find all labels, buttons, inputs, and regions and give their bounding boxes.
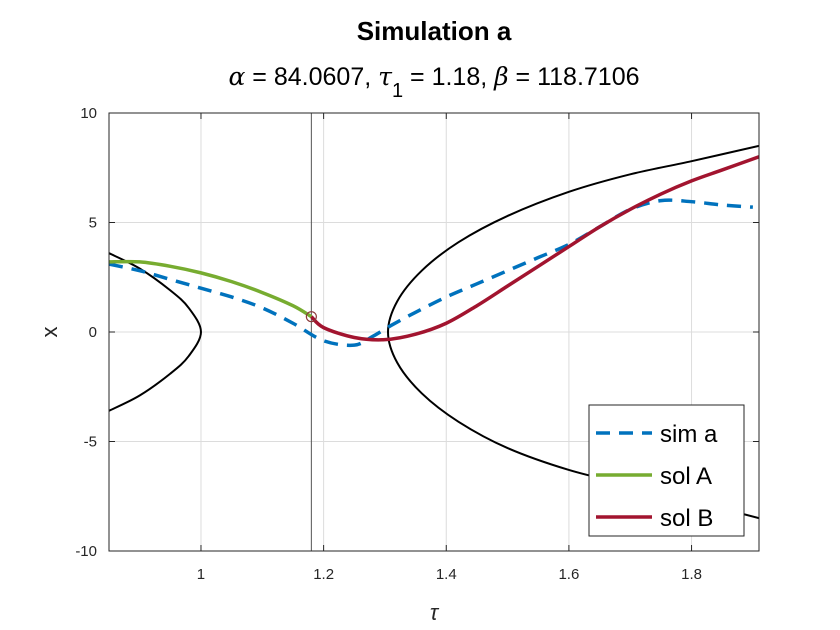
y-tick-label: -10 (75, 543, 97, 560)
legend-label: sol A (660, 463, 712, 490)
y-ticks: -10 -5 0 5 10 (75, 105, 759, 560)
y-axis-label: x (37, 327, 62, 338)
alpha-symbol: α (228, 62, 245, 91)
x-tick-label: 1.4 (436, 566, 457, 583)
legend-box (588, 404, 745, 537)
tau-symbol: τ (378, 62, 393, 91)
chart-subtitle: α = 84.0607, τ1 = 1.18, β = 118.7106 (228, 62, 639, 102)
x-tick-label: 1.2 (313, 566, 334, 583)
series-lines (109, 155, 759, 348)
y-tick-label: 5 (89, 215, 97, 232)
x-tick-label: 1.6 (558, 566, 579, 583)
tau-value: = 1.18, (403, 63, 494, 91)
legend-label: sim a (660, 421, 718, 448)
alpha-value: = 84.0607, (245, 63, 378, 91)
series-line-sol-B (310, 155, 759, 342)
x-tick-label: 1.8 (681, 566, 702, 583)
beta-value: = 118.7106 (509, 63, 640, 91)
boundary-curve (109, 252, 202, 412)
tau-subscript: 1 (392, 80, 403, 102)
transition-marker (305, 311, 317, 323)
y-tick-label: -5 (84, 434, 97, 451)
legend-label: sol B (660, 505, 713, 532)
marker-group (305, 311, 317, 323)
chart-title: Simulation a (357, 16, 512, 46)
legend: sim a sol A sol B (588, 404, 745, 537)
series-line-sol-A (109, 259, 313, 319)
y-tick-label: 10 (80, 105, 97, 122)
y-tick-label: 0 (89, 324, 97, 341)
x-tick-label: 1 (197, 566, 205, 583)
x-axis-label: τ (430, 600, 440, 625)
beta-symbol: β (493, 62, 508, 91)
x-ticks: 1 1.2 1.4 1.6 1.8 (197, 113, 702, 583)
